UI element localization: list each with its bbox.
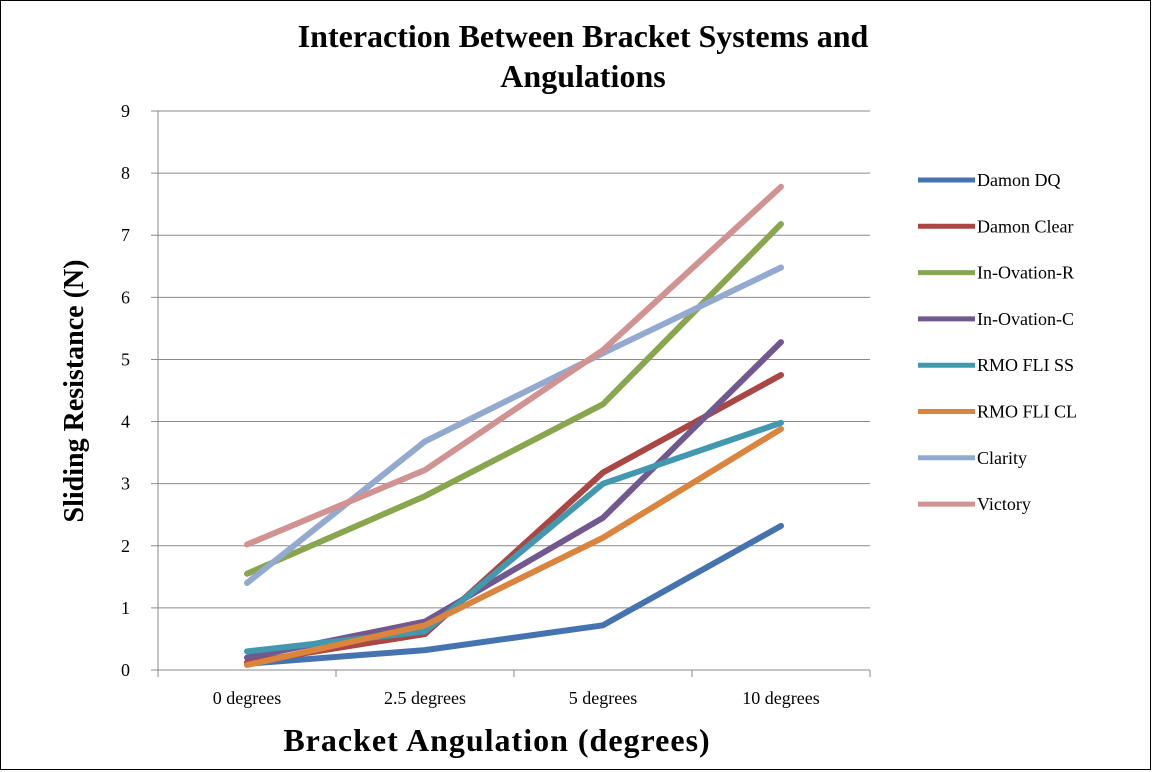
series-line-victory	[244, 183, 784, 548]
series-line-damon-clear	[244, 372, 784, 666]
legend-label-rmo-fli-cl: RMO FLI CL	[977, 402, 1077, 422]
y-tick-label: 0	[121, 660, 130, 680]
chart-title-line-2: Angulations	[500, 58, 665, 94]
legend-label-in-ovation-c: In-Ovation-C	[977, 309, 1074, 329]
legend-label-clarity: Clarity	[977, 448, 1027, 468]
series-lines	[244, 183, 784, 668]
legend-label-damon-dq: Damon DQ	[977, 170, 1061, 190]
y-tick-label: 1	[121, 598, 130, 618]
y-tick-label: 4	[121, 412, 130, 432]
x-tick-label: 2.5 degrees	[384, 688, 466, 708]
y-tick-label: 5	[121, 349, 130, 369]
series-line-damon-dq	[244, 522, 784, 667]
gridlines	[158, 110, 870, 609]
y-tick-label: 7	[121, 225, 130, 245]
axes	[151, 110, 871, 677]
legend: Damon DQ Damon Clear In-Ovation-R In-Ovatio…	[918, 170, 1077, 514]
y-tick-label: 6	[121, 287, 130, 307]
y-tick-label: 8	[121, 163, 130, 183]
x-tick-labels: 0 degrees 2.5 degrees 5 degrees 10 degrees	[213, 688, 820, 708]
y-tick-label: 2	[121, 536, 130, 556]
x-axis-label: Bracket Angulation (degrees)	[283, 722, 710, 758]
x-tick-label: 5 degrees	[569, 688, 637, 708]
series-line-clarity	[244, 264, 784, 586]
x-tick-label: 10 degrees	[742, 688, 819, 708]
y-tick-labels: 0 1 2 3 4 5 6 7 8 9	[121, 101, 130, 680]
series-line-in-ovation-r	[244, 221, 784, 577]
legend-label-rmo-fli-ss: RMO FLI SS	[977, 355, 1074, 375]
legend-label-victory: Victory	[977, 494, 1031, 514]
series-line-in-ovation-c	[244, 339, 784, 661]
legend-label-in-ovation-r: In-Ovation-R	[977, 263, 1074, 283]
legend-label-damon-clear: Damon Clear	[977, 216, 1073, 236]
y-axis-label: Sliding Resistance (N)	[59, 260, 90, 523]
y-tick-label: 9	[121, 101, 130, 121]
series-line-rmo-fli-ss	[244, 419, 784, 655]
series-line-rmo-fli-cl	[244, 426, 784, 668]
x-tick-label: 0 degrees	[213, 688, 281, 708]
y-tick-label: 3	[121, 474, 130, 494]
chart-title-line-1: Interaction Between Bracket Systems and	[298, 18, 869, 54]
